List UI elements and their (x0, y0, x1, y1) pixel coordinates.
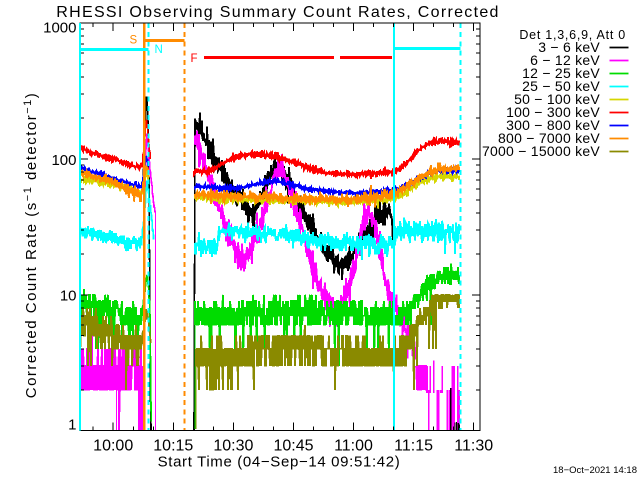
svg-text:RHESSI Observing Summary Count: RHESSI Observing Summary Count Rates, Co… (56, 4, 499, 21)
svg-text:11:30: 11:30 (454, 438, 493, 455)
svg-text:100 − 300 keV: 100 − 300 keV (506, 104, 600, 120)
svg-text:100: 100 (51, 152, 76, 169)
svg-text:Start Time (04−Sep−14 09:51:42: Start Time (04−Sep−14 09:51:42) (158, 454, 401, 471)
svg-text:1000: 1000 (43, 19, 76, 36)
svg-text:18−Oct−2021 14:18: 18−Oct−2021 14:18 (553, 465, 637, 476)
svg-text:Det 1,3,6,9, Att 0: Det 1,3,6,9, Att 0 (519, 28, 626, 42)
svg-text:N: N (155, 44, 163, 56)
svg-text:S: S (130, 35, 138, 47)
svg-text:11:15: 11:15 (394, 438, 433, 455)
svg-text:10:45: 10:45 (273, 438, 313, 455)
svg-text:Corrected Count Rate (s−1 dete: Corrected Count Rate (s−1 detector−1) (22, 92, 40, 399)
svg-text:3 − 6 keV: 3 − 6 keV (538, 39, 600, 55)
svg-text:10:15: 10:15 (153, 438, 193, 455)
svg-text:50 − 100 keV: 50 − 100 keV (514, 91, 600, 107)
svg-text:10: 10 (60, 287, 77, 304)
svg-text:10:00: 10:00 (93, 438, 133, 455)
svg-text:1: 1 (68, 417, 76, 434)
svg-text:300 − 800 keV: 300 − 800 keV (506, 117, 600, 133)
svg-text:12 − 25 keV: 12 − 25 keV (522, 65, 600, 81)
svg-text:F: F (191, 53, 198, 65)
svg-text:800 − 7000 keV: 800 − 7000 keV (498, 130, 600, 146)
svg-text:10:30: 10:30 (213, 438, 253, 455)
svg-text:7000 − 15000 keV: 7000 − 15000 keV (482, 143, 600, 159)
svg-text:11:00: 11:00 (334, 438, 373, 455)
svg-text:6 − 12 keV: 6 − 12 keV (530, 52, 600, 68)
svg-text:25 − 50 keV: 25 − 50 keV (522, 78, 600, 94)
